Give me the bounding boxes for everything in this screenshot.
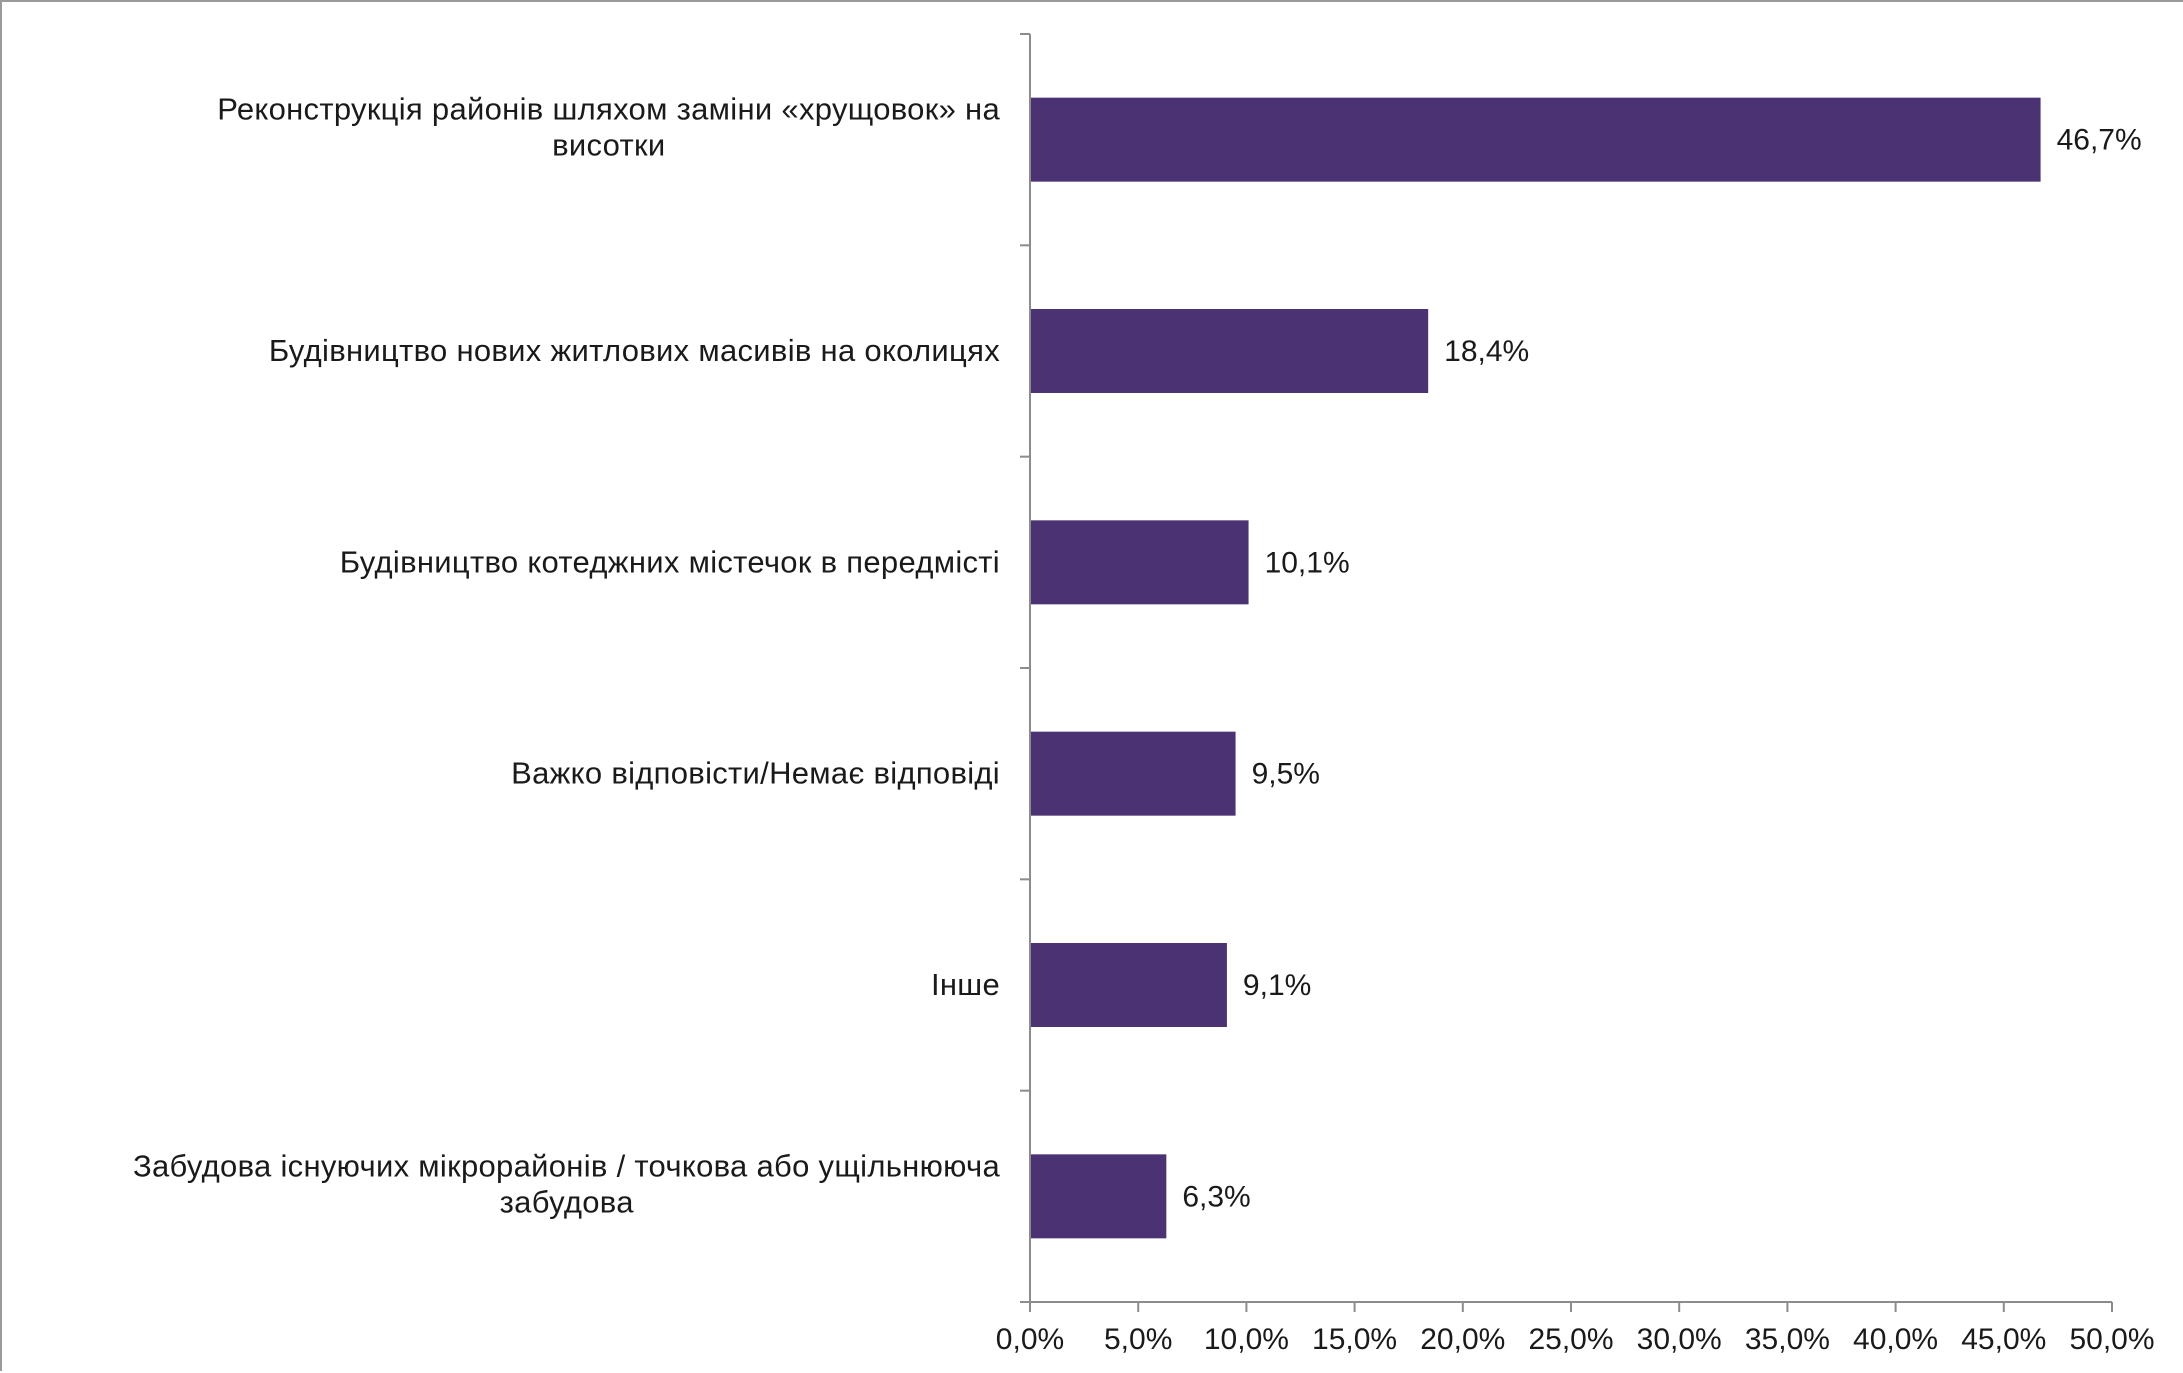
data-label-3: 9,5% bbox=[1252, 758, 1320, 791]
x-tick-label-1: 5,0% bbox=[1104, 1323, 1172, 1356]
bar-1 bbox=[1030, 309, 1429, 393]
bar-3 bbox=[1030, 731, 1236, 816]
x-tick-label-6: 30,0% bbox=[1637, 1323, 1722, 1356]
x-tick-label-3: 15,0% bbox=[1312, 1323, 1397, 1356]
x-tick-label-7: 35,0% bbox=[1745, 1323, 1830, 1356]
category-label-3-line-0: Важко відповісти/Немає відповіді bbox=[511, 756, 1000, 791]
data-label-4: 9,1% bbox=[1243, 969, 1311, 1002]
category-label-0-line-1: висотки bbox=[552, 128, 665, 163]
data-label-0: 46,7% bbox=[2057, 124, 2142, 157]
data-label-5: 6,3% bbox=[1182, 1180, 1250, 1213]
bar-0 bbox=[1030, 97, 2041, 182]
x-tick-label-4: 20,0% bbox=[1420, 1323, 1505, 1356]
category-label-5-line-1: забудова bbox=[500, 1184, 635, 1219]
x-tick-label-8: 40,0% bbox=[1853, 1323, 1938, 1356]
category-label-4-line-0: Інше bbox=[931, 967, 1000, 1002]
x-tick-label-10: 50,0% bbox=[2069, 1323, 2154, 1356]
data-label-1: 18,4% bbox=[1444, 335, 1529, 368]
x-tick-label-5: 25,0% bbox=[1528, 1323, 1613, 1356]
bar-4 bbox=[1030, 943, 1227, 1027]
data-label-2: 10,1% bbox=[1265, 546, 1350, 579]
labels-layer: 46,7% Реконструкція районів шляхом заміни… bbox=[133, 92, 2155, 1356]
category-label-2-line-0: Будівництво котеджних містечок в передмі… bbox=[340, 544, 1000, 579]
x-tick-label-9: 45,0% bbox=[1961, 1323, 2046, 1356]
category-label-1-line-0: Будівництво нових житлових масивів на ок… bbox=[269, 333, 1000, 368]
category-label-5-line-0: Забудова існуючих мікрорайонів / точкова… bbox=[133, 1148, 1001, 1183]
x-tick-label-2: 10,0% bbox=[1204, 1323, 1289, 1356]
bar-2 bbox=[1030, 520, 1249, 605]
axes-layer bbox=[1020, 33, 2113, 1312]
bars-layer bbox=[1030, 97, 2041, 1239]
x-tick-label-0: 0,0% bbox=[996, 1323, 1064, 1356]
category-label-0-line-0: Реконструкція районів шляхом заміни «хру… bbox=[217, 92, 1000, 127]
bar-5 bbox=[1030, 1154, 1167, 1239]
